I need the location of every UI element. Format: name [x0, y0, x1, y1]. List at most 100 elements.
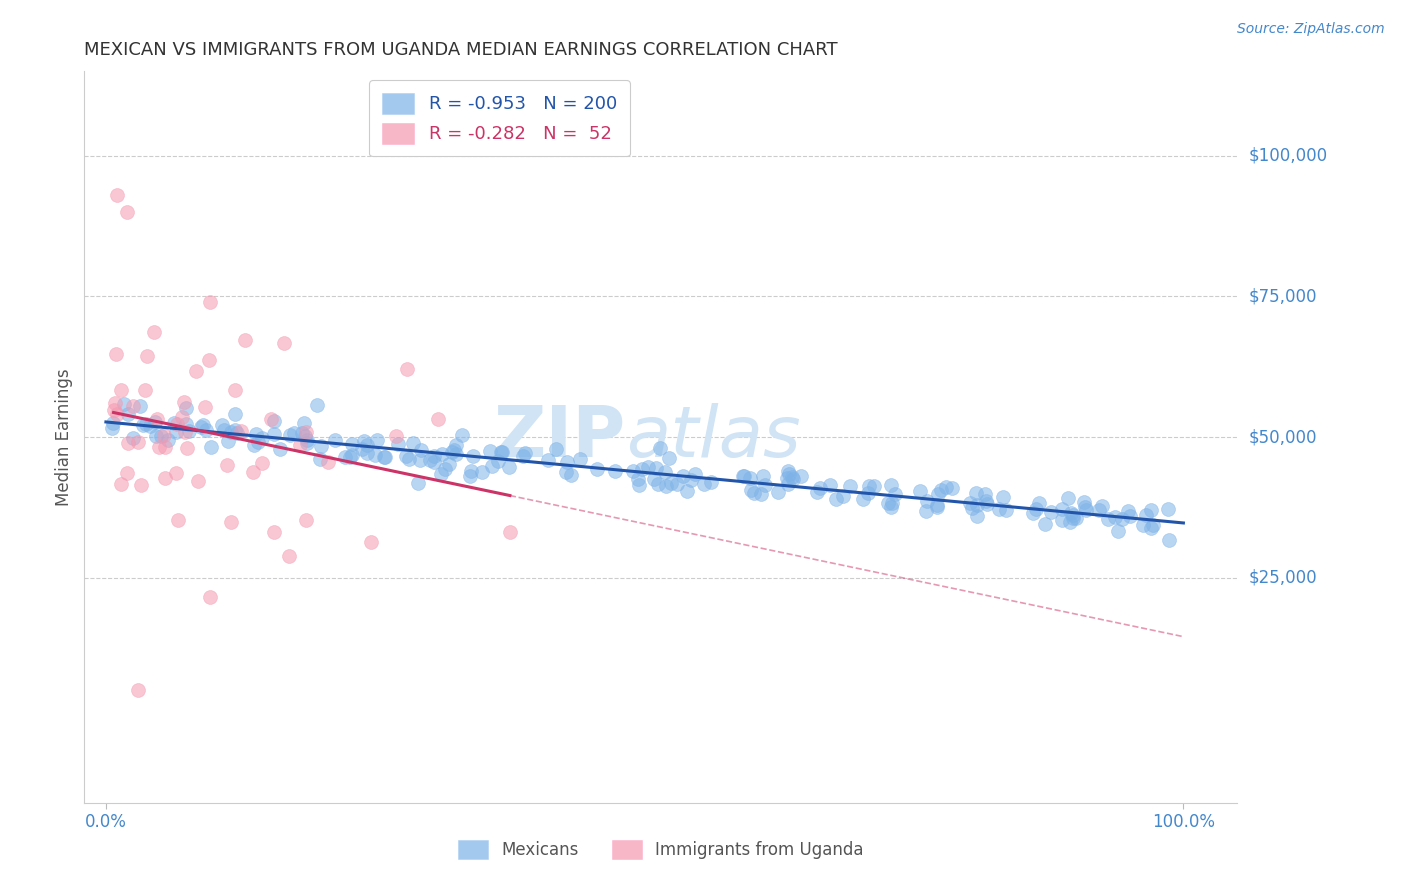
Point: [307, 398, 329, 412]
Point: [679, 473, 702, 487]
Point: [544, 442, 567, 457]
Point: [243, 438, 266, 452]
Point: [143, 325, 166, 339]
Text: $75,000: $75,000: [1249, 287, 1317, 305]
Legend: Mexicans, Immigrants from Uganda: Mexicans, Immigrants from Uganda: [450, 831, 872, 868]
Point: [395, 450, 418, 464]
Point: [1050, 513, 1073, 527]
Point: [350, 442, 373, 456]
Point: [197, 353, 219, 368]
Point: [295, 425, 318, 439]
Point: [621, 464, 644, 478]
Point: [941, 481, 963, 495]
Point: [263, 525, 285, 540]
Point: [373, 450, 395, 464]
Point: [1119, 509, 1142, 524]
Point: [973, 487, 995, 501]
Point: [929, 483, 952, 498]
Point: [880, 500, 903, 514]
Point: [219, 515, 242, 529]
Point: [1074, 503, 1097, 517]
Point: [214, 423, 236, 437]
Point: [146, 411, 169, 425]
Point: [423, 455, 446, 469]
Point: [499, 525, 522, 540]
Point: [693, 477, 716, 491]
Point: [443, 442, 465, 457]
Point: [356, 446, 378, 460]
Point: [291, 426, 314, 441]
Point: [174, 401, 197, 415]
Point: [335, 450, 357, 465]
Point: [654, 465, 676, 479]
Point: [658, 451, 681, 466]
Point: [766, 484, 789, 499]
Text: Source: ZipAtlas.com: Source: ZipAtlas.com: [1237, 22, 1385, 37]
Point: [877, 496, 900, 510]
Point: [778, 467, 800, 481]
Point: [292, 416, 315, 430]
Point: [396, 362, 419, 376]
Point: [832, 489, 855, 503]
Point: [309, 451, 332, 466]
Point: [1050, 502, 1073, 516]
Point: [150, 429, 173, 443]
Point: [139, 419, 162, 434]
Point: [1132, 518, 1154, 533]
Point: [630, 462, 652, 476]
Point: [295, 513, 318, 527]
Point: [754, 478, 776, 492]
Point: [586, 461, 609, 475]
Point: [103, 416, 125, 430]
Point: [409, 453, 432, 467]
Point: [555, 465, 578, 479]
Point: [1060, 506, 1083, 520]
Point: [112, 397, 135, 411]
Point: [295, 434, 318, 448]
Point: [353, 434, 375, 448]
Point: [143, 415, 166, 429]
Point: [683, 467, 706, 482]
Point: [733, 469, 755, 483]
Point: [166, 417, 188, 431]
Point: [1064, 511, 1087, 525]
Point: [360, 535, 382, 549]
Point: [925, 498, 948, 512]
Point: [479, 444, 502, 458]
Point: [250, 431, 273, 445]
Point: [927, 487, 949, 501]
Point: [245, 426, 267, 441]
Point: [1022, 506, 1045, 520]
Point: [426, 412, 449, 426]
Point: [163, 416, 186, 430]
Point: [246, 434, 269, 449]
Point: [460, 464, 482, 478]
Point: [135, 349, 157, 363]
Point: [498, 460, 520, 475]
Point: [173, 425, 195, 439]
Point: [569, 451, 592, 466]
Point: [117, 205, 139, 219]
Point: [1118, 504, 1140, 518]
Point: [176, 441, 198, 455]
Point: [839, 479, 862, 493]
Point: [283, 425, 305, 440]
Point: [672, 469, 695, 483]
Point: [879, 478, 901, 492]
Point: [190, 420, 212, 434]
Point: [627, 472, 650, 486]
Point: [252, 456, 274, 470]
Point: [994, 502, 1017, 516]
Point: [778, 477, 800, 491]
Point: [491, 445, 513, 459]
Point: [406, 476, 429, 491]
Point: [440, 445, 463, 459]
Point: [699, 475, 721, 490]
Point: [1033, 517, 1056, 532]
Point: [174, 417, 197, 431]
Point: [366, 433, 388, 447]
Point: [398, 451, 420, 466]
Point: [965, 485, 987, 500]
Point: [1073, 494, 1095, 508]
Point: [790, 469, 813, 483]
